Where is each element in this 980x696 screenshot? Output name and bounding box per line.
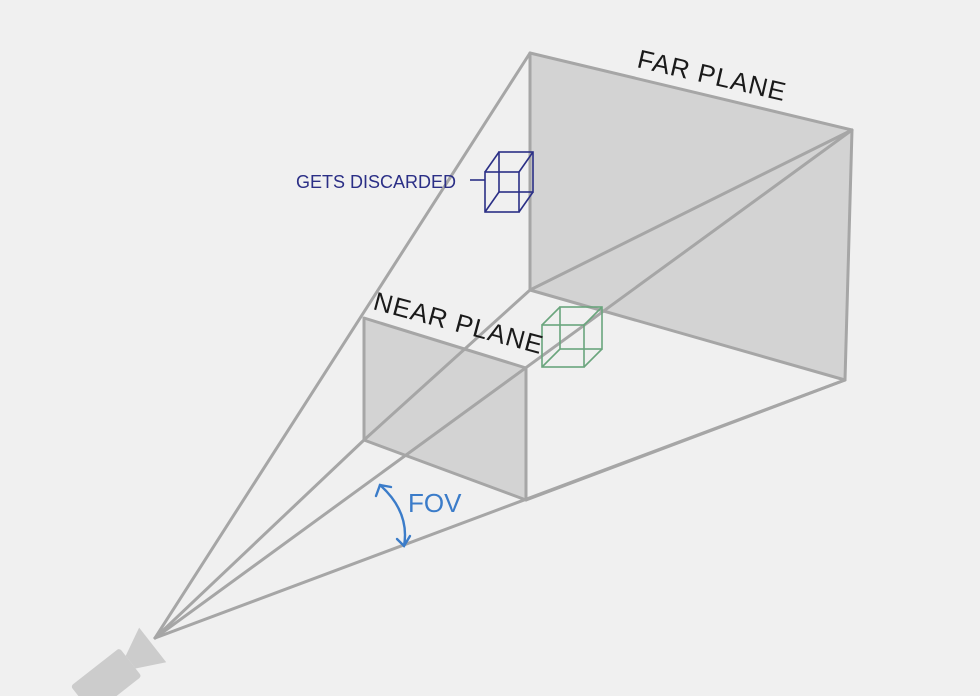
camera-icon (71, 627, 167, 696)
kept-cube-icon (541, 306, 603, 368)
ray-center-diagonal (153, 128, 854, 640)
far-plane-diagonal (528, 128, 854, 292)
discarded-cube-icon (484, 151, 534, 213)
ray-bottom-right (153, 378, 847, 640)
gets-discarded-label: GETS DISCARDED (296, 172, 456, 192)
frustum-edge-bottom-left (362, 288, 532, 442)
fov-arc-icon (374, 483, 412, 548)
fov-label: FOV (408, 488, 462, 518)
ray-top-left (153, 51, 532, 640)
ray-bottom-left (153, 438, 366, 640)
